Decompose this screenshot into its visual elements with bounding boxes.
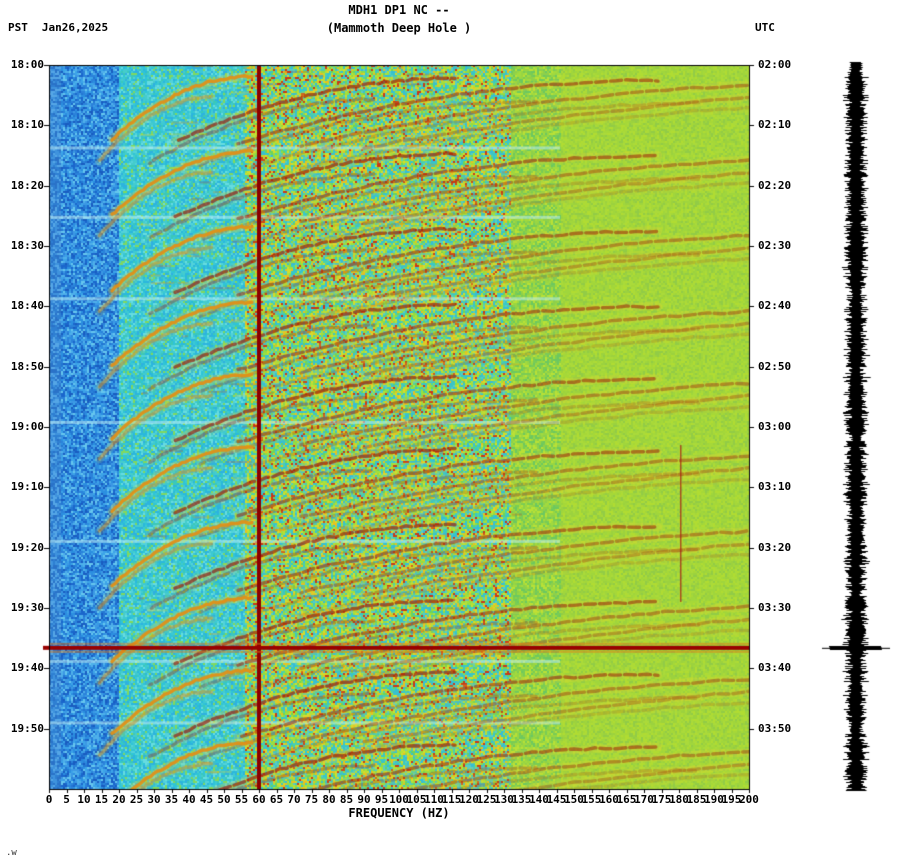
freq-tick-label: 35: [164, 793, 179, 806]
freq-tick-label: 20: [112, 793, 126, 806]
freq-tick-label: 170: [634, 793, 654, 806]
date-label: Jan26,2025: [41, 21, 109, 34]
freq-tick-label: 75: [304, 793, 319, 806]
left-time-label: 18:40: [10, 299, 44, 313]
right-time-label: 03:40: [758, 661, 792, 675]
left-time-label: 19:10: [10, 480, 44, 494]
freq-tick-label: 175: [651, 793, 672, 806]
station-title: MDH1 DP1 NC --: [348, 3, 450, 17]
right-time-label: 03:30: [758, 601, 792, 614]
freq-tick-label: 120: [459, 793, 479, 806]
right-time-label: 03:20: [758, 540, 792, 554]
freq-tick-label: 180: [669, 793, 689, 806]
freq-tick-label: 125: [476, 793, 497, 806]
left-time-label: 19:00: [10, 420, 44, 433]
freq-tick-label: 195: [721, 793, 742, 806]
left-time-label: 19:30: [10, 601, 44, 614]
freq-tick-label: 185: [686, 793, 707, 806]
left-time-label: 19:50: [10, 721, 44, 735]
freq-tick-label: 135: [511, 793, 532, 806]
left-time-label: 18:20: [10, 178, 44, 192]
left-time-label: 18:00: [10, 58, 44, 71]
freq-tick-label: 145: [546, 793, 567, 806]
right-time-label: 02:00: [758, 58, 792, 71]
freq-tick-label: 140: [529, 793, 549, 806]
right-time-label: 02:10: [758, 118, 792, 132]
freq-tick-label: 100: [389, 793, 409, 806]
utc-label: UTC: [755, 21, 775, 34]
freq-tick-label: 25: [129, 793, 144, 806]
freq-tick-label: 55: [234, 793, 249, 806]
right-time-label: 02:20: [758, 178, 792, 192]
freq-tick-label: 190: [704, 793, 724, 806]
left-time-label: 19:40: [10, 661, 44, 675]
right-time-label: 03:00: [758, 420, 792, 433]
corner-note: .w: [6, 848, 17, 858]
right-time-label: 02:30: [758, 239, 792, 252]
freq-tick-label: 45: [199, 793, 214, 806]
freq-tick-label: 65: [269, 793, 284, 806]
freq-tick-label: 95: [374, 793, 389, 806]
freq-tick-label: 80: [322, 793, 336, 806]
pst-label: PST: [8, 21, 28, 34]
freq-tick-label: 105: [406, 793, 427, 806]
freq-tick-label: 70: [287, 793, 301, 806]
freq-tick-label: 90: [357, 793, 371, 806]
left-time-label: 18:50: [10, 359, 44, 373]
freq-tick-label: 160: [599, 793, 619, 806]
freq-tick-label: 5: [63, 793, 70, 806]
freq-tick-label: 165: [616, 793, 637, 806]
left-time-label: 18:30: [10, 239, 44, 252]
freq-tick-label: 110: [424, 793, 444, 806]
right-time-label: 02:50: [758, 359, 792, 373]
freq-tick-label: 10: [77, 793, 91, 806]
freq-tick-label: 15: [94, 793, 109, 806]
left-time-label: 19:20: [10, 540, 44, 554]
station-subtitle: (Mammoth Deep Hole ): [326, 21, 472, 35]
right-time-label: 03:10: [758, 480, 792, 494]
freq-tick-label: 115: [441, 793, 462, 806]
right-time-label: 03:50: [758, 721, 792, 735]
freq-tick-label: 60: [252, 793, 266, 806]
freq-tick-label: 130: [494, 793, 514, 806]
freq-tick-label: 85: [339, 793, 354, 806]
freq-tick-label: 30: [147, 793, 161, 806]
right-time-label: 02:40: [758, 299, 792, 313]
freq-tick-label: 150: [564, 793, 584, 806]
left-time-label: 18:10: [10, 118, 44, 132]
freq-tick-label: 155: [581, 793, 602, 806]
timezone-date-label: PST Jan26,2025: [8, 21, 108, 34]
freq-tick-label: 40: [182, 793, 196, 806]
frequency-axis-title: FREQUENCY (HZ): [348, 806, 450, 820]
freq-tick-label: 50: [217, 793, 231, 806]
freq-tick-label: 200: [739, 793, 759, 806]
freq-tick-label: 0: [45, 793, 53, 806]
